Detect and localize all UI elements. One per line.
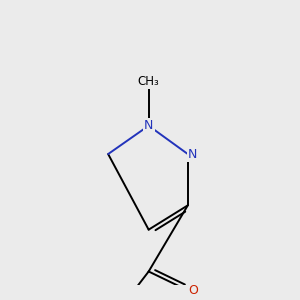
- Text: N: N: [188, 148, 197, 160]
- Text: O: O: [188, 284, 198, 297]
- Text: CH₃: CH₃: [138, 75, 160, 88]
- Text: N: N: [144, 119, 153, 132]
